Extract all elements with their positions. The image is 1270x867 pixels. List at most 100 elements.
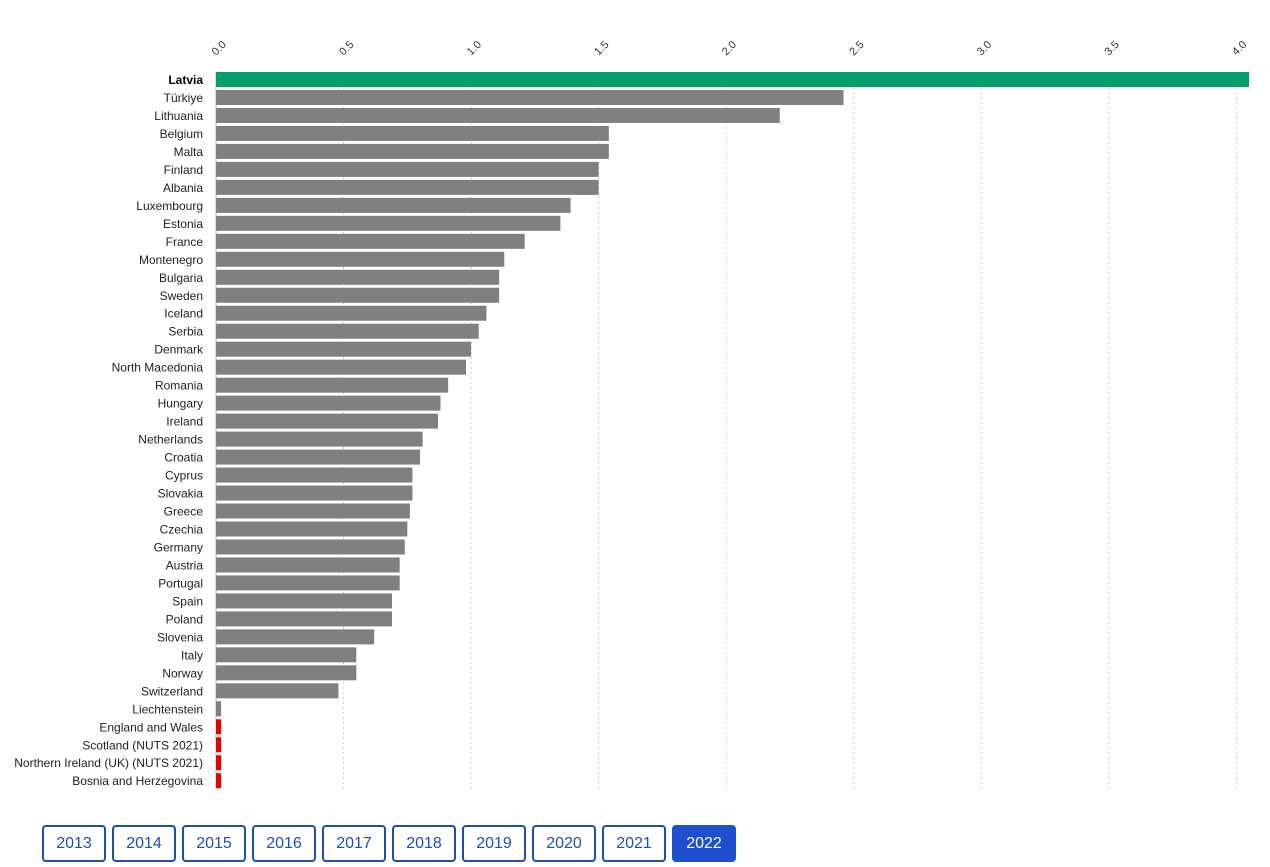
bar-england-and-wales[interactable] [216,719,222,735]
bar-romania[interactable] [216,377,449,393]
bar-latvia[interactable] [216,72,1250,87]
category-label: Bosnia and Herzegovina [72,774,203,788]
category-label: Estonia [163,217,203,231]
bar-serbia[interactable] [216,323,479,339]
bar-netherlands[interactable] [216,431,423,447]
bar-hungary[interactable] [216,395,441,411]
category-label: Austria [166,558,204,572]
year-button-2020[interactable]: 2020 [532,825,596,862]
category-label: Liechtenstein [132,702,203,716]
year-button-2022[interactable]: 2022 [672,825,736,862]
category-label: Albania [163,181,203,195]
category-label: Lithuania [154,109,203,123]
year-button-2017[interactable]: 2017 [322,825,386,862]
category-label: Poland [166,612,203,626]
x-tick-label: 4.0 [1230,39,1249,58]
category-label: Greece [164,505,204,519]
x-tick-label: 1.5 [592,39,611,58]
bar-slovenia[interactable] [216,629,375,645]
bar-bulgaria[interactable] [216,269,500,285]
category-label: Ireland [166,415,203,429]
category-label: Northern Ireland (UK) (NUTS 2021) [14,756,203,770]
bar-chart: 0.0 0.5 1.0 1.5 2.0 2.5 3.0 3.5 4.0 Latvia Türkiy… [14,39,1250,790]
x-axis-ticks: 0.0 0.5 1.0 1.5 2.0 2.5 3.0 3.5 4.0 [210,39,1250,58]
bar-bosnia-and-herzegovina[interactable] [216,773,222,789]
bars [216,72,1250,789]
category-label: Luxembourg [136,199,203,213]
x-tick-label: 0.5 [337,39,356,58]
bar-spain[interactable] [216,593,393,609]
year-button-2016[interactable]: 2016 [252,825,316,862]
bar-iceland[interactable] [216,305,487,321]
bar-croatia[interactable] [216,449,421,465]
bar-france[interactable] [216,233,525,249]
category-label: Montenegro [139,253,203,267]
category-label: Malta [174,145,204,159]
category-label: North Macedonia [112,361,204,375]
bar-switzerland[interactable] [216,683,339,699]
bar-north-macedonia[interactable] [216,359,466,375]
bar-austria[interactable] [216,557,400,573]
year-selector: 2013 2014 2015 2016 2017 2018 2019 2020 2021 2022 [42,825,736,862]
bar-t-rkiye[interactable] [216,89,844,105]
category-labels: Latvia Türkiye Lithuania Belgium Malta Finlan… [14,73,204,788]
category-label: Hungary [158,397,203,411]
category-label: Serbia [168,325,203,339]
bar-denmark[interactable] [216,341,472,357]
category-label: Slovakia [158,487,204,501]
bar-slovakia[interactable] [216,485,413,501]
category-label: Romania [155,379,203,393]
bar-czechia[interactable] [216,521,408,537]
year-button-2021[interactable]: 2021 [602,825,666,862]
bar-scotland-nuts-2021[interactable] [216,737,222,753]
bar-lithuania[interactable] [216,107,780,123]
category-label: Finland [164,163,203,177]
bar-sweden[interactable] [216,287,500,303]
bar-finland[interactable] [216,161,599,177]
bar-ireland[interactable] [216,413,438,429]
bar-portugal[interactable] [216,575,400,591]
year-button-2015[interactable]: 2015 [182,825,246,862]
bar-greece[interactable] [216,503,410,519]
category-label: Czechia [160,523,204,537]
x-tick-label: 3.5 [1102,39,1121,58]
year-button-2014[interactable]: 2014 [112,825,176,862]
year-button-2018[interactable]: 2018 [392,825,456,862]
year-button-2013[interactable]: 2013 [42,825,106,862]
category-label: Bulgaria [159,271,203,285]
category-label: France [166,235,204,249]
bar-luxembourg[interactable] [216,197,571,213]
category-label: Switzerland [141,684,203,698]
category-label: Denmark [154,343,204,357]
bar-malta[interactable] [216,143,609,159]
category-label: England and Wales [99,720,203,734]
category-label: Croatia [164,451,203,465]
bar-cyprus[interactable] [216,467,413,483]
bar-albania[interactable] [216,179,599,195]
category-label: Belgium [160,127,203,141]
bar-germany[interactable] [216,539,405,555]
x-tick-label: 2.0 [720,39,739,58]
bar-poland[interactable] [216,611,393,627]
bar-norway[interactable] [216,665,357,681]
x-tick-label: 1.0 [465,39,484,58]
category-label: Latvia [168,73,203,87]
category-label: Slovenia [157,630,203,644]
bar-belgium[interactable] [216,125,609,141]
bar-liechtenstein[interactable] [216,701,222,717]
bar-italy[interactable] [216,647,357,663]
x-tick-label: 2.5 [847,39,866,58]
category-label: Portugal [158,576,203,590]
bar-estonia[interactable] [216,215,561,231]
category-label: Scotland (NUTS 2021) [82,738,203,752]
bar-northern-ireland-uk-nuts-2021[interactable] [216,755,222,771]
bar-montenegro[interactable] [216,251,505,267]
x-tick-label: 0.0 [210,39,229,58]
category-label: Türkiye [164,91,204,105]
category-label: Cyprus [165,469,203,483]
x-tick-label: 3.0 [975,39,994,58]
category-label: Germany [154,540,203,554]
category-label: Netherlands [138,433,203,447]
category-label: Sweden [160,289,203,303]
year-button-2019[interactable]: 2019 [462,825,526,862]
